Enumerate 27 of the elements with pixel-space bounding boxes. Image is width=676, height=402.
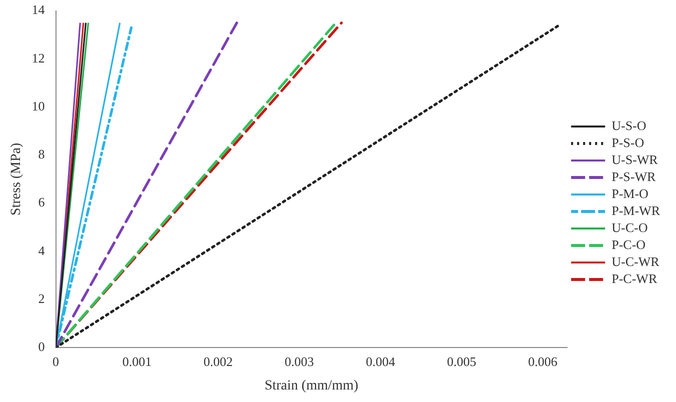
x-tick-label: 0.003 (284, 354, 314, 369)
legend-label: U-S-WR (612, 152, 658, 167)
y-tick-label: 6 (38, 194, 46, 210)
y-tick-label: 4 (38, 242, 46, 258)
x-tick-label: 0.002 (203, 354, 233, 369)
y-tick-label: 0 (38, 339, 45, 354)
y-tick-label: 10 (32, 98, 45, 114)
y-axis-title: Stress (MPa) (9, 142, 24, 216)
legend-label: U-C-O (612, 220, 648, 235)
x-tick-label: 0.005 (446, 354, 476, 369)
x-axis-title: Strain (mm/mm) (264, 378, 359, 394)
x-tick-label: 0.004 (366, 354, 396, 369)
y-tick-label: 2 (38, 290, 45, 306)
legend-label: P-M-O (612, 186, 648, 201)
legend-label: U-C-WR (612, 254, 660, 269)
legend-label: U-S-O (612, 118, 646, 133)
y-tick-label: 14 (32, 2, 46, 18)
legend-label: P-C-O (612, 236, 646, 252)
legend-label: P-S-WR (612, 168, 656, 184)
y-tick-label: 12 (32, 50, 45, 66)
legend-label: P-M-WR (612, 202, 660, 218)
legend-label: P-C-WR (612, 270, 658, 286)
x-tick-label: 0.006 (528, 354, 558, 369)
legend-label: P-S-O (612, 134, 644, 150)
x-tick-label: 0.001 (122, 354, 152, 369)
y-tick-label: 8 (38, 146, 45, 162)
x-tick-label: 0 (52, 354, 60, 369)
